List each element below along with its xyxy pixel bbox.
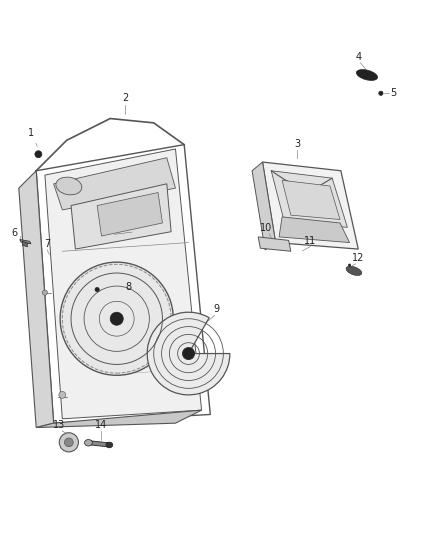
Wedge shape (147, 312, 230, 395)
Text: 3: 3 (294, 139, 300, 149)
Circle shape (59, 433, 78, 452)
Circle shape (42, 290, 47, 295)
Circle shape (59, 391, 66, 398)
Circle shape (183, 348, 194, 360)
Circle shape (60, 262, 173, 375)
Polygon shape (71, 184, 171, 249)
Circle shape (379, 91, 383, 95)
Circle shape (35, 151, 42, 158)
Polygon shape (88, 441, 110, 447)
Text: 4: 4 (355, 52, 361, 62)
Ellipse shape (346, 266, 362, 276)
Circle shape (64, 438, 73, 447)
Ellipse shape (357, 70, 378, 80)
Polygon shape (258, 237, 291, 251)
Text: 2: 2 (122, 93, 128, 103)
Polygon shape (20, 239, 31, 244)
Polygon shape (19, 171, 53, 427)
Text: 11: 11 (304, 236, 317, 246)
Text: 10: 10 (260, 223, 272, 232)
Polygon shape (252, 162, 276, 250)
Polygon shape (22, 241, 28, 247)
Text: 12: 12 (352, 253, 364, 263)
Polygon shape (279, 217, 350, 243)
Polygon shape (262, 162, 358, 249)
Text: 9: 9 (214, 304, 220, 314)
Text: 6: 6 (12, 228, 18, 238)
Ellipse shape (85, 440, 92, 446)
Text: 8: 8 (126, 282, 132, 293)
Ellipse shape (56, 177, 82, 195)
Polygon shape (282, 180, 340, 220)
Circle shape (110, 312, 123, 325)
Polygon shape (45, 149, 201, 419)
Text: 14: 14 (95, 419, 107, 430)
Circle shape (348, 264, 351, 266)
Text: 5: 5 (390, 88, 396, 98)
Text: 13: 13 (53, 419, 65, 430)
Text: 1: 1 (28, 128, 37, 147)
Polygon shape (36, 410, 201, 427)
Circle shape (95, 287, 99, 292)
Text: 7: 7 (44, 239, 50, 249)
Polygon shape (53, 158, 176, 210)
Polygon shape (271, 171, 347, 228)
Polygon shape (97, 192, 162, 236)
Ellipse shape (106, 442, 113, 448)
